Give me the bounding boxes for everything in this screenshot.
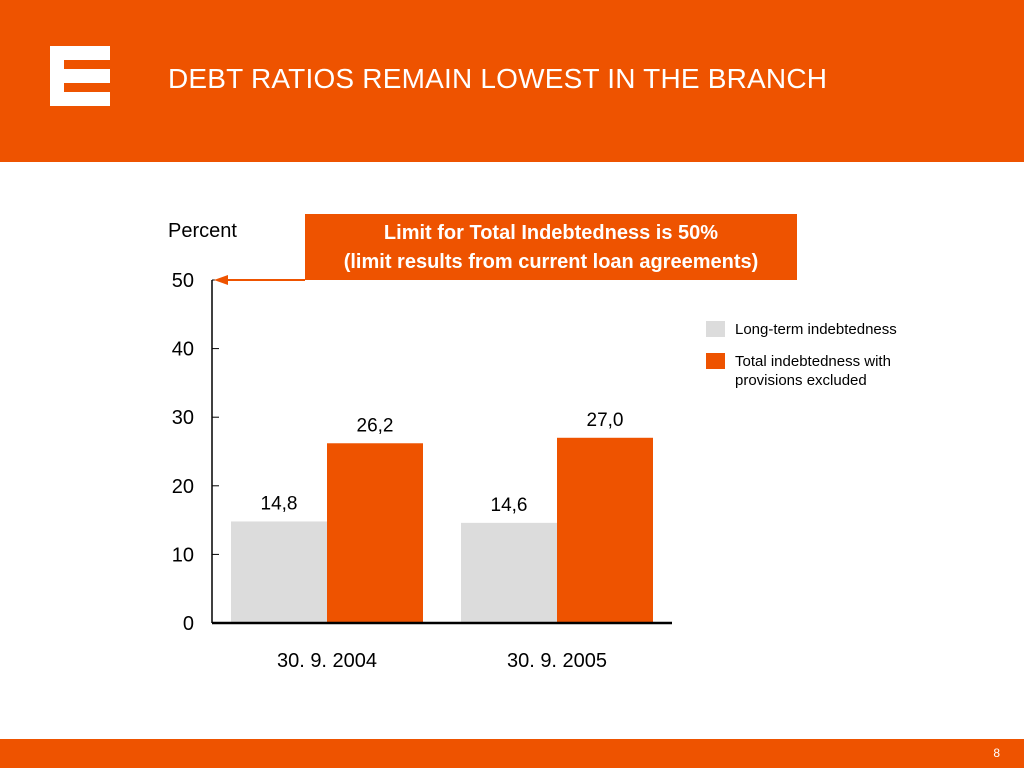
- legend-label-long-term: Long-term indebtedness: [735, 321, 897, 338]
- x-tick-label-0: 30. 9. 2004: [277, 650, 377, 672]
- cez-logo-icon: [50, 46, 110, 106]
- data-label-0-1: 14,6: [491, 495, 528, 516]
- bar-0-0: [231, 521, 327, 623]
- legend-swatch-long-term: [706, 321, 725, 337]
- data-label-1-0: 26,2: [357, 415, 394, 436]
- page-number: 8: [993, 746, 1000, 760]
- callout-line-1: Limit for Total Indebtedness is 50%: [383, 222, 719, 244]
- y-tick-label-4: 40: [172, 339, 194, 361]
- bar-0-1: [461, 522, 557, 623]
- y-tick-label-5: 50: [172, 270, 194, 292]
- callout-line-2: (limit results from current loan agreeme…: [343, 251, 759, 273]
- data-label-0-0: 14,8: [261, 493, 298, 514]
- legend-swatch-total: [706, 353, 725, 369]
- data-label-1-1: 27,0: [587, 410, 624, 431]
- legend-item-total: Total indebtedness with provisions exclu…: [706, 352, 935, 390]
- y-tick-label-1: 10: [172, 544, 194, 566]
- bar-1-0: [327, 443, 423, 623]
- legend-label-total: Total indebtedness with provisions exclu…: [735, 353, 891, 389]
- bar-1-1: [557, 437, 653, 623]
- chart-legend: Long-term indebtedness Total indebtednes…: [706, 320, 935, 403]
- limit-arrow-head: [214, 275, 228, 285]
- limit-callout: Limit for Total Indebtedness is 50% (lim…: [305, 214, 797, 280]
- y-tick-label-2: 20: [172, 476, 194, 498]
- footer-bar: 8: [0, 739, 1024, 768]
- y-tick-label-3: 30: [172, 407, 194, 429]
- header-bar: DEBT RATIOS REMAIN LOWEST IN THE BRANCH: [0, 0, 1024, 162]
- y-tick-label-0: 0: [183, 613, 194, 635]
- y-axis-label: Percent: [168, 220, 237, 242]
- x-tick-label-1: 30. 9. 2005: [507, 650, 607, 672]
- page-title: DEBT RATIOS REMAIN LOWEST IN THE BRANCH: [168, 63, 828, 94]
- legend-item-long-term: Long-term indebtedness: [706, 320, 935, 339]
